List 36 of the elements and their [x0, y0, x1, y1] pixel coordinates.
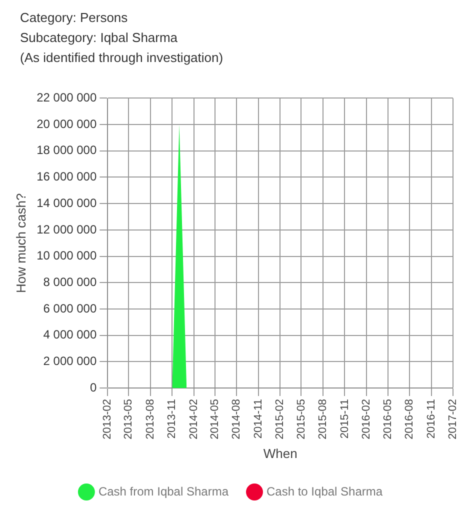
y-tick-label: 22 000 000 — [36, 90, 97, 105]
chart-title: Category: Persons — [20, 9, 129, 27]
y-axis-title: How much cash? — [13, 193, 28, 293]
x-tick-label: 2016-11 — [425, 399, 438, 439]
legend-label: Cash from Iqbal Sharma — [98, 484, 229, 498]
y-tick-label: 12 000 000 — [36, 222, 97, 236]
x-tick-label: 2015-08 — [317, 399, 330, 440]
text: (As identified through investigation) — [20, 49, 224, 67]
x-axis-title: When — [263, 446, 298, 461]
y-tick-label: 14 000 000 — [36, 196, 97, 210]
y-tick-label: 2 000 000 — [43, 354, 97, 368]
x-tick-label: 2015-05 — [295, 399, 308, 440]
y-tick-label: 6 000 000 — [43, 301, 97, 316]
x-tick-label: 2016-02 — [360, 399, 373, 440]
x-tick-label: 2013-05 — [122, 399, 135, 440]
x-tick-label: 2015-11 — [338, 399, 351, 439]
y-tick-label: 4 000 000 — [43, 328, 97, 342]
x-tick-label: 2013-11 — [166, 399, 178, 439]
y-tick-label: 8 000 000 — [43, 274, 97, 289]
x-tick-label: 2016-08 — [404, 399, 416, 440]
x-tick-label: 2014-08 — [230, 399, 243, 440]
y-tick-label: 18 000 000 — [36, 143, 97, 158]
x-tick-label: 2013-08 — [144, 399, 156, 440]
legend-label: Cash to Iqbal Sharma — [266, 484, 383, 498]
y-tick-label: 0 — [90, 380, 97, 394]
y-tick-label: 10 000 000 — [36, 248, 97, 263]
x-tick-label: 2017-02 — [447, 399, 460, 440]
chart-subtitle: Subcategory: Iqbal Sharma — [20, 29, 179, 47]
y-tick-label: 20 000 000 — [36, 116, 97, 131]
x-tick-label: 2016-05 — [382, 399, 394, 440]
x-tick-label: 2015-02 — [274, 399, 286, 440]
x-tick-label: 2014-02 — [188, 399, 200, 440]
x-tick-label: 2013-02 — [102, 399, 114, 440]
y-tick-label: 16 000 000 — [36, 170, 97, 184]
x-tick-label: 2014-05 — [209, 399, 222, 440]
x-tick-label: 2014-11 — [252, 399, 264, 439]
